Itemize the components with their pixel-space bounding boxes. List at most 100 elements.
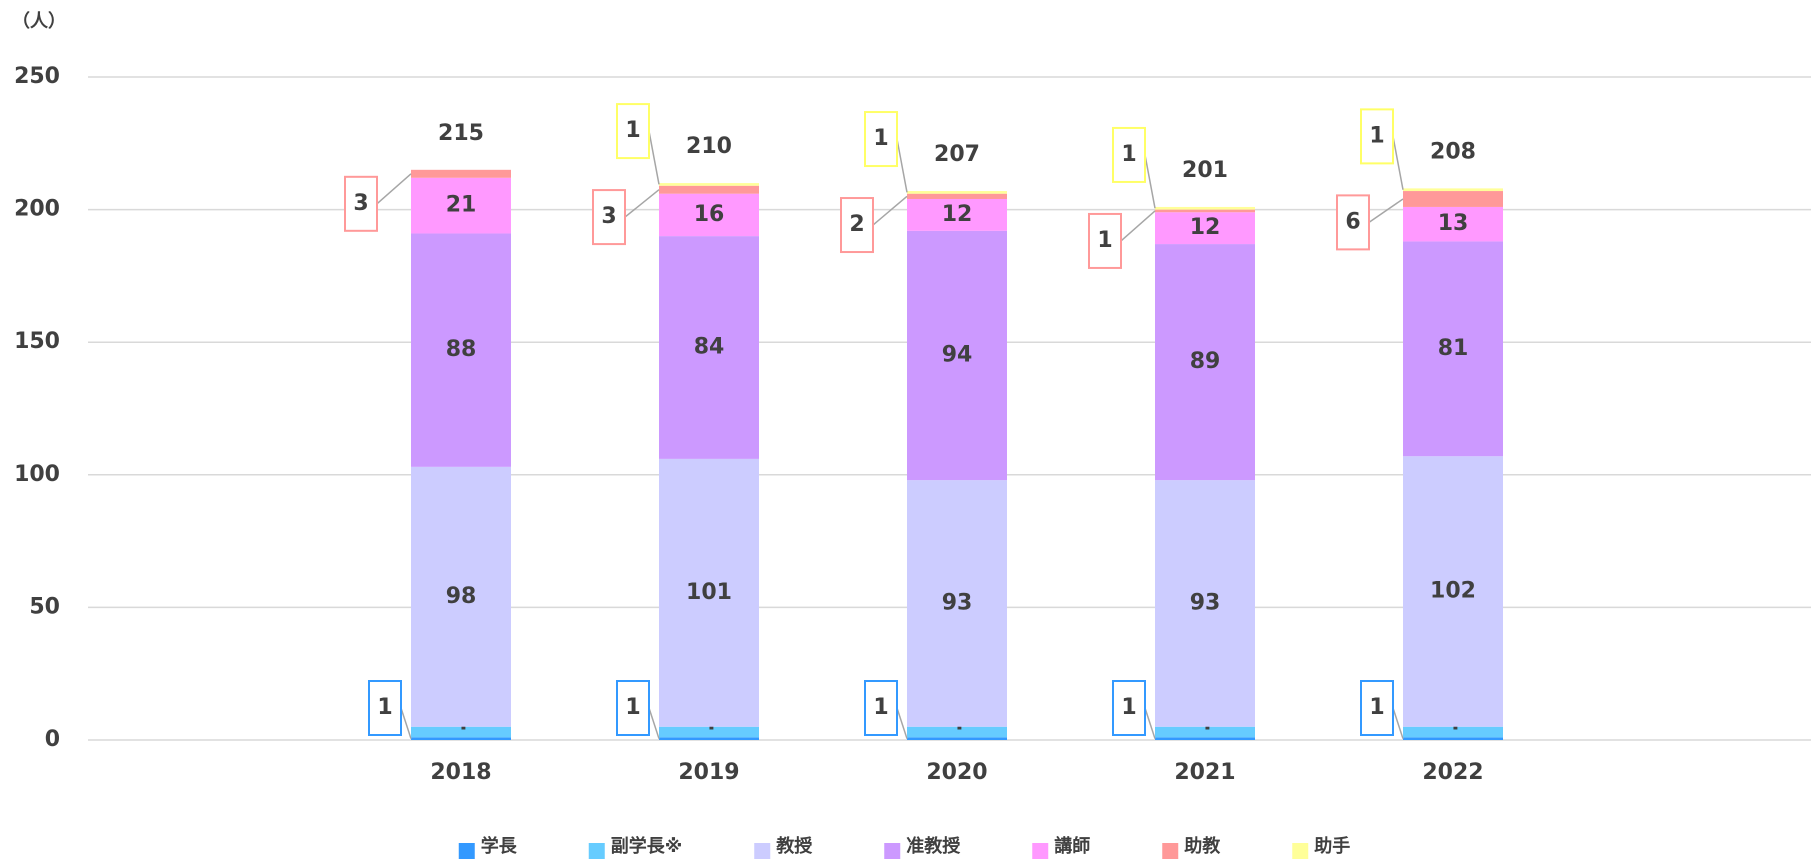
- bar-segment: [1155, 737, 1255, 740]
- y-tick-label: 150: [14, 329, 60, 354]
- bar-segment: [907, 480, 1007, 727]
- callout-box: [616, 103, 650, 160]
- data-label: 1: [1097, 228, 1112, 253]
- x-tick-label: 2022: [1422, 760, 1483, 785]
- leader-line: [624, 189, 660, 218]
- data-label: 1: [873, 695, 888, 720]
- leader-line: [1144, 707, 1156, 739]
- data-label: 6: [1345, 209, 1360, 234]
- legend-swatch: [1292, 843, 1309, 859]
- callout-box: [1112, 680, 1146, 736]
- bar-segment: [1155, 206, 1255, 210]
- bar-segment: [907, 230, 1007, 481]
- data-label: 93: [1190, 590, 1221, 615]
- leader-line: [1368, 198, 1404, 224]
- data-label: 93: [942, 590, 973, 615]
- bar-segment: [907, 737, 1007, 740]
- bar-segment: [659, 737, 759, 740]
- leader-line: [1392, 136, 1404, 190]
- bar-segment: [907, 193, 1007, 199]
- data-label: 16: [694, 202, 725, 227]
- bar-segment: [1403, 726, 1503, 738]
- legend-swatch: [1032, 843, 1049, 859]
- data-label: 84: [694, 335, 725, 360]
- bar-segment: [411, 737, 511, 740]
- bar-segment: [1403, 188, 1503, 192]
- legend-swatch: [754, 843, 771, 859]
- total-label: 207: [934, 142, 980, 167]
- data-label: 12: [1190, 215, 1221, 240]
- bar-segment: [659, 726, 759, 738]
- y-tick-label: 100: [14, 462, 60, 487]
- callout-box: [840, 197, 874, 254]
- y-unit: （人）: [12, 11, 66, 32]
- callout-box: [1360, 680, 1394, 736]
- bar-segment: [659, 193, 759, 237]
- legend-label: 学長: [481, 835, 518, 857]
- bar-segment: [1403, 241, 1503, 457]
- y-tick-label: 0: [45, 727, 60, 752]
- callout-box: [616, 680, 650, 736]
- leader-line: [1392, 707, 1404, 739]
- data-label: 1: [873, 126, 888, 151]
- data-label: 1: [1369, 123, 1384, 148]
- legend-swatch: [588, 843, 605, 859]
- bar-segment: [1403, 191, 1503, 207]
- x-tick-label: 2019: [678, 760, 739, 785]
- data-label: 1: [377, 695, 392, 720]
- y-tick-label: 50: [29, 594, 60, 619]
- legend-label: 副学長※: [611, 835, 683, 857]
- callout-box: [368, 680, 402, 736]
- callout-box: [592, 189, 626, 246]
- data-label: 98: [446, 584, 477, 609]
- bar-segment: [1403, 737, 1503, 740]
- leader-line: [1144, 154, 1156, 209]
- bar-segment: [659, 458, 759, 727]
- data-label: 1: [625, 118, 640, 143]
- legend: 学長 副学長※ 教授 准教授 講師 助教 助手: [458, 835, 1350, 859]
- data-label: 12: [942, 202, 973, 227]
- bar-segment: [1403, 206, 1503, 242]
- bar-segment: [411, 233, 511, 467]
- legend-swatch: [458, 843, 475, 859]
- callout-box: [344, 175, 378, 232]
- leader-line: [648, 707, 660, 739]
- data-label: 94: [942, 342, 973, 367]
- data-label: 1: [1121, 142, 1136, 167]
- leader-line: [896, 707, 908, 739]
- bar-segment: [1403, 456, 1503, 727]
- bar-segment: [659, 185, 759, 194]
- total-label: 208: [1430, 139, 1476, 164]
- data-label: 3: [601, 204, 616, 229]
- callout-box: [1360, 108, 1394, 165]
- bar-segment: [411, 726, 511, 738]
- x-tick-label: 2018: [430, 760, 491, 785]
- leader-line: [896, 138, 908, 193]
- data-label: 1: [1369, 695, 1384, 720]
- total-label: 215: [438, 121, 484, 146]
- data-label: 81: [1438, 336, 1469, 361]
- bar-segment: [1155, 244, 1255, 481]
- bar-segment: [411, 169, 511, 178]
- leader-line: [648, 130, 660, 185]
- leader-line: [400, 707, 412, 739]
- legend-label: 助手: [1314, 835, 1350, 857]
- bar-segment: [659, 236, 759, 459]
- bar-segment: [907, 726, 1007, 738]
- leader-line: [872, 195, 908, 226]
- data-label: 102: [1430, 578, 1476, 603]
- legend-label: 准教授: [906, 835, 961, 857]
- total-label: 210: [686, 134, 732, 159]
- bar-segment: [1155, 726, 1255, 738]
- bar-segment: [1155, 209, 1255, 213]
- total-label: 201: [1182, 158, 1228, 183]
- bar-segment: [907, 198, 1007, 231]
- callout-box: [1112, 126, 1146, 183]
- data-label: 101: [686, 580, 732, 605]
- leader-line: [1120, 210, 1156, 242]
- data-label: 2: [849, 212, 864, 237]
- callout-box: [1088, 212, 1122, 269]
- bar-segment: [411, 177, 511, 234]
- data-label: 1: [625, 695, 640, 720]
